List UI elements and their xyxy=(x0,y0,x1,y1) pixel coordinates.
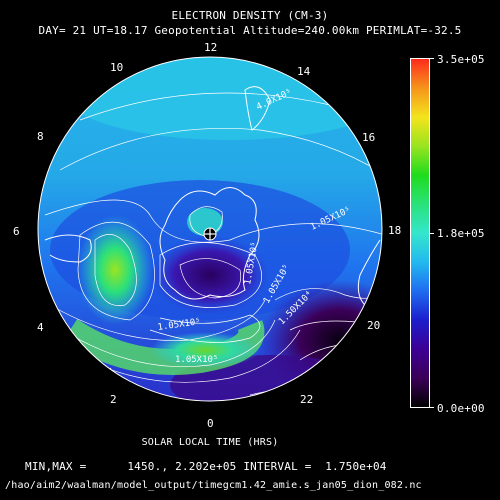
colorbar-tick xyxy=(430,58,434,59)
colorbar xyxy=(410,58,430,408)
plot-subtitle: DAY= 21 UT=18.17 Geopotential Altitude=2… xyxy=(38,24,462,37)
hour-label: 4 xyxy=(37,321,44,334)
africa-coast xyxy=(357,239,381,306)
hour-label: 14 xyxy=(297,65,311,78)
map-border xyxy=(37,56,383,402)
plot-title: ELECTRON DENSITY (CM-3) xyxy=(171,9,329,22)
colorbar-max-label: 3.5e+05 xyxy=(437,53,485,66)
hour-label: 0 xyxy=(207,417,214,430)
top-high-density xyxy=(60,57,382,140)
x-axis-label: SOLAR LOCAL TIME (HRS) xyxy=(141,437,279,448)
colorbar-min-label: 0.0e+00 xyxy=(437,402,485,415)
auroral-low xyxy=(150,235,270,315)
colorbar-mid-label: 1.8e+05 xyxy=(437,227,485,240)
hour-label: 6 xyxy=(13,225,20,238)
hour-label: 8 xyxy=(37,130,44,143)
colorbar-tick xyxy=(430,407,434,408)
sub-solar-marker xyxy=(203,227,217,241)
hour-label: 18 xyxy=(388,224,402,237)
minmax-readout: MIN,MAX = 1450., 2.202e+05 INTERVAL = 1.… xyxy=(25,460,387,473)
south-america-coast xyxy=(244,86,271,131)
file-path: /hao/aim2/waalman/model_output/timegcm1.… xyxy=(5,480,422,491)
hour-label: 22 xyxy=(300,393,314,406)
antarctica-coast xyxy=(159,187,260,300)
density-peak-west xyxy=(77,215,153,325)
hour-label: 16 xyxy=(362,131,376,144)
australia-coast xyxy=(44,234,92,263)
hour-label: 2 xyxy=(110,393,117,406)
hour-label: 10 xyxy=(110,61,124,74)
hour-label: 20 xyxy=(367,319,381,332)
contour-label: 1.05X10⁵ xyxy=(175,355,218,365)
density-peak-south xyxy=(150,332,260,368)
colorbar-tick xyxy=(430,233,434,234)
hour-label: 12 xyxy=(204,41,218,54)
